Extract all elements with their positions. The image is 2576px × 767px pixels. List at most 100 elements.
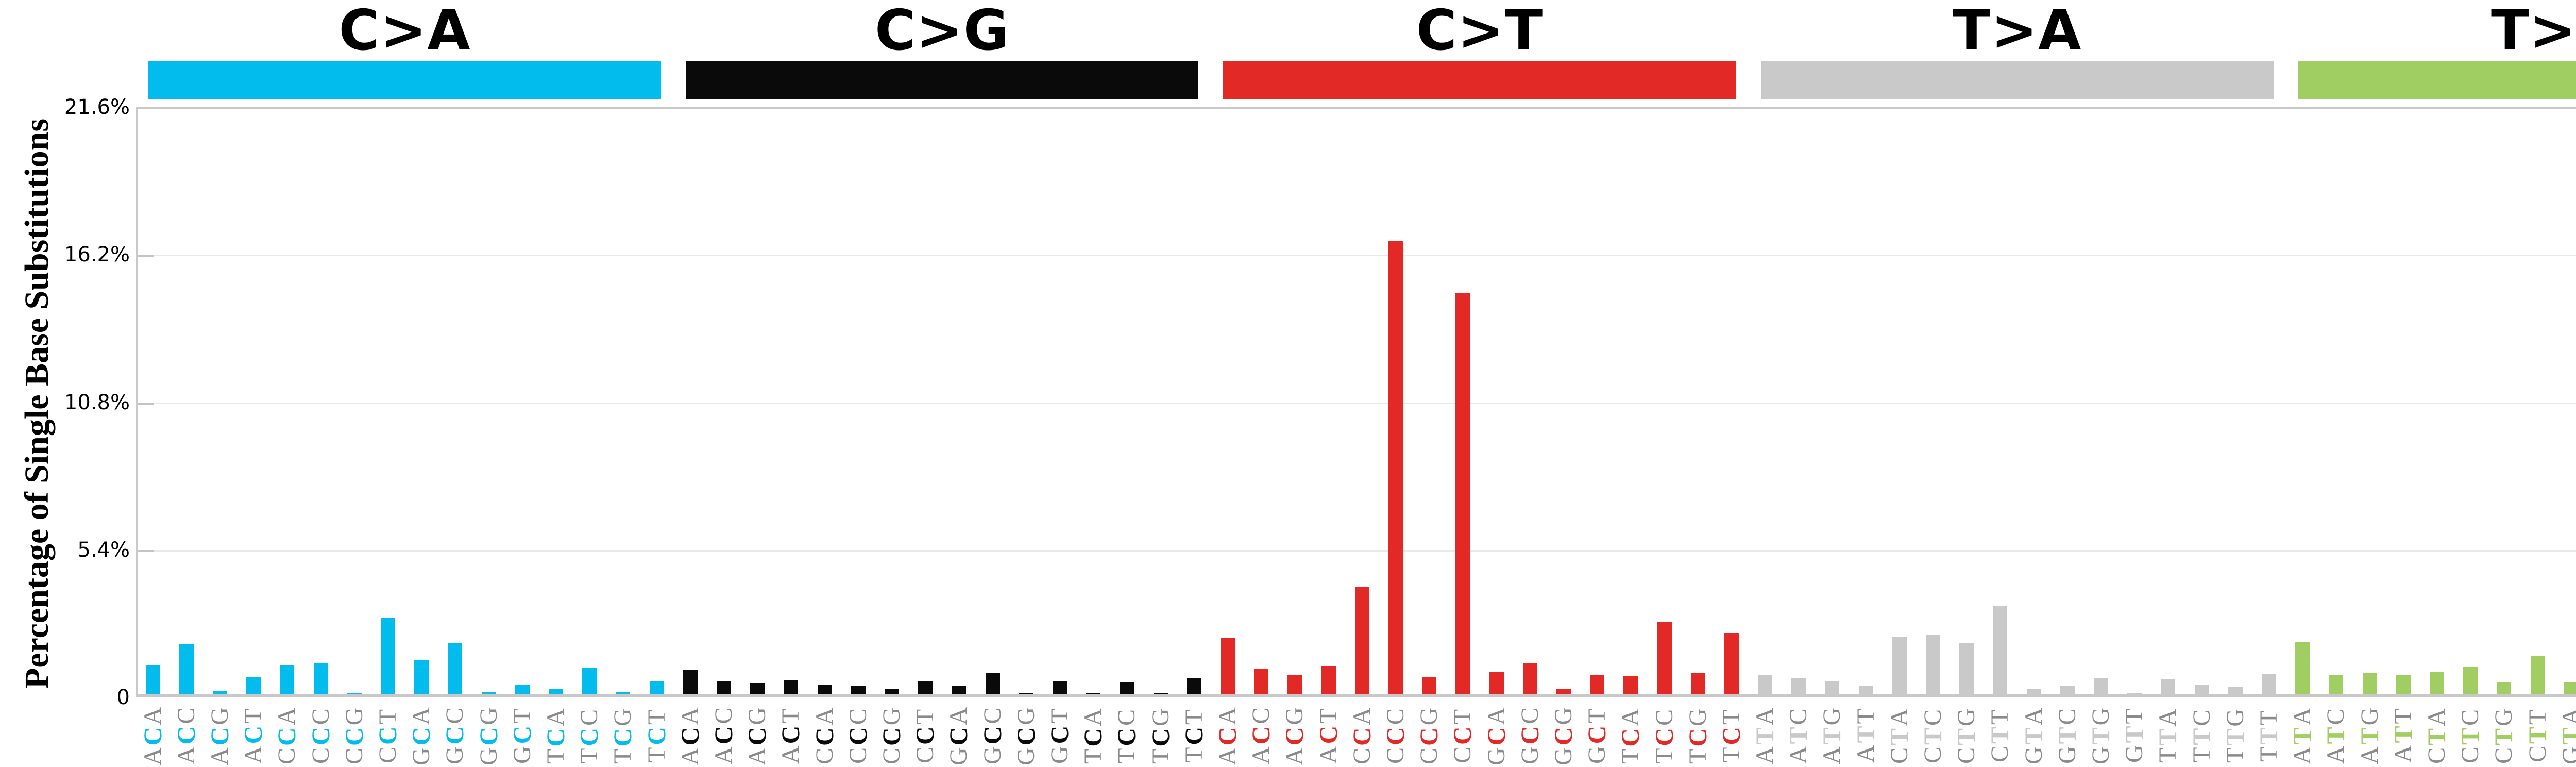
x-label-C>T-GCA: GCA — [1482, 705, 1511, 765]
group-header-bar-C>G — [686, 61, 1199, 99]
gridline-10.8% — [138, 402, 2576, 404]
bar-C>G-CCA — [817, 685, 832, 694]
x-label-T>C-ATT: ATT — [2388, 707, 2417, 763]
bar-T>A-CTT — [1993, 606, 2008, 694]
x-label-C>A-GCA: GCA — [407, 705, 436, 765]
bar-T>A-GTG — [2094, 678, 2109, 694]
bar-T>C-CTA — [2430, 672, 2445, 694]
x-label-C>A-GCC: GCC — [440, 705, 469, 765]
x-label-C>T-ACA: ACA — [1213, 705, 1242, 765]
gridline-5.4% — [138, 549, 2576, 552]
bar-C>A-TCA — [548, 689, 563, 694]
x-label-C>G-GCA: GCA — [944, 705, 973, 765]
bar-C>T-TCT — [1724, 632, 1739, 694]
x-label-C>G-ACA: ACA — [675, 705, 704, 765]
x-label-T>A-ATA: ATA — [1751, 705, 1780, 765]
bar-T>A-GTT — [2127, 692, 2142, 694]
x-label-T>A-GTA: GTA — [2019, 705, 2048, 765]
bar-T>A-CTG — [1959, 643, 1974, 694]
left-tick-16.2% — [138, 255, 154, 257]
x-label-T>A-CTT: CTT — [1986, 707, 2014, 763]
bar-C>G-TCG — [1153, 692, 1168, 694]
bar-C>T-CCA — [1354, 586, 1369, 694]
x-label-T>C-ATG: ATG — [2355, 705, 2384, 765]
x-label-C>G-CCT: CCT — [911, 707, 940, 763]
x-label-T>A-CTA: CTA — [1885, 706, 1913, 764]
bar-T>A-TTT — [2262, 674, 2277, 694]
bar-C>A-ACA — [145, 665, 160, 694]
x-label-C>A-ACA: ACA — [138, 705, 167, 765]
x-label-C>A-CCT: CCT — [373, 707, 402, 763]
x-label-T>C-CTT: CTT — [2523, 707, 2552, 763]
bar-T>A-GTA — [2026, 689, 2041, 694]
x-label-C>A-CCG: CCG — [340, 705, 368, 765]
x-label-C>A-GCG: GCG — [474, 705, 503, 765]
x-label-T>C-CTA: CTA — [2422, 706, 2451, 764]
group-header-bar-T>A — [1760, 61, 2274, 99]
x-label-T>C-ATC: ATC — [2321, 706, 2350, 764]
x-label-C>T-TCA: TCA — [1616, 706, 1645, 764]
x-label-T>A-CTG: CTG — [1952, 706, 1981, 764]
x-label-C>A-ACT: ACT — [239, 706, 268, 764]
bar-C>A-TCC — [582, 668, 597, 694]
bar-C>A-CCC — [313, 662, 328, 694]
bar-C>G-ACA — [683, 669, 698, 694]
x-label-T>A-TTA: TTA — [2154, 707, 2182, 763]
group-header-bar-C>A — [148, 61, 662, 99]
bar-C>T-TCG — [1690, 672, 1705, 694]
bar-C>T-CCT — [1455, 292, 1470, 694]
bar-C>A-TCG — [616, 692, 631, 694]
x-label-T>A-ATT: ATT — [1851, 707, 1880, 763]
bar-T>C-ATG — [2362, 672, 2377, 694]
bar-T>A-TTA — [2161, 679, 2176, 694]
x-label-C>A-ACG: ACG — [205, 705, 234, 765]
x-label-T>A-ATG: ATG — [1818, 705, 1846, 765]
bar-C>A-GCT — [515, 684, 530, 694]
bar-C>G-CCT — [918, 680, 933, 694]
group-header-bar-T>C — [2298, 61, 2576, 99]
x-label-C>A-CCA: CCA — [273, 705, 301, 765]
bar-C>G-GCG — [1019, 693, 1033, 694]
x-label-C>G-CCC: CCC — [843, 706, 872, 764]
x-label-C>T-ACC: ACC — [1247, 705, 1276, 765]
x-label-C>T-ACG: ACG — [1280, 705, 1309, 765]
x-label-C>T-CCA: CCA — [1347, 705, 1376, 765]
bar-C>T-ACT — [1321, 666, 1336, 694]
x-label-C>G-TCG: TCG — [1146, 706, 1175, 764]
x-label-C>A-TCT: TCT — [642, 707, 671, 763]
x-label-C>A-GCT: GCT — [507, 706, 536, 764]
x-label-T>A-GTG: GTG — [2087, 705, 2115, 765]
group-label-T>C: T>C — [2491, 0, 2576, 63]
bar-T>A-CTC — [1926, 635, 1941, 694]
x-label-C>G-GCT: GCT — [1045, 706, 1074, 764]
bar-C>T-GCG — [1556, 689, 1571, 694]
x-label-C>G-CCA: CCA — [810, 705, 839, 765]
gridline-16.2% — [138, 255, 2576, 257]
bar-T>A-ATC — [1791, 678, 1806, 694]
x-label-C>A-TCG: TCG — [608, 706, 637, 764]
bar-C>A-GCA — [414, 660, 429, 694]
x-label-T>C-GTA: GTA — [2556, 705, 2576, 765]
x-label-T>A-ATC: ATC — [1784, 706, 1813, 764]
bar-C>G-GCA — [952, 686, 967, 694]
bar-T>A-GTC — [2060, 686, 2075, 694]
x-label-C>A-TCA: TCA — [541, 706, 570, 764]
x-label-C>A-ACC: ACC — [172, 705, 200, 765]
bar-T>A-TTC — [2194, 684, 2209, 694]
x-label-C>G-TCT: TCT — [1179, 707, 1208, 763]
bar-C>G-ACG — [750, 683, 765, 694]
bar-C>G-CCG — [884, 689, 899, 694]
bar-C>T-TCA — [1623, 676, 1638, 694]
bar-C>G-ACT — [784, 679, 799, 694]
bar-T>C-GTA — [2564, 682, 2576, 694]
x-label-T>A-TTC: TTC — [2187, 707, 2216, 763]
x-label-T>A-TTG: TTG — [2221, 707, 2249, 763]
x-label-C>T-CCT: CCT — [1448, 707, 1477, 763]
bar-T>A-ATT — [1858, 685, 1873, 694]
x-label-C>T-GCT: GCT — [1583, 706, 1612, 764]
bar-T>C-ATT — [2396, 675, 2411, 694]
x-label-C>G-ACC: ACC — [709, 705, 738, 765]
bar-T>A-TTG — [2228, 687, 2243, 694]
x-label-C>G-CCG: CCG — [877, 705, 906, 765]
